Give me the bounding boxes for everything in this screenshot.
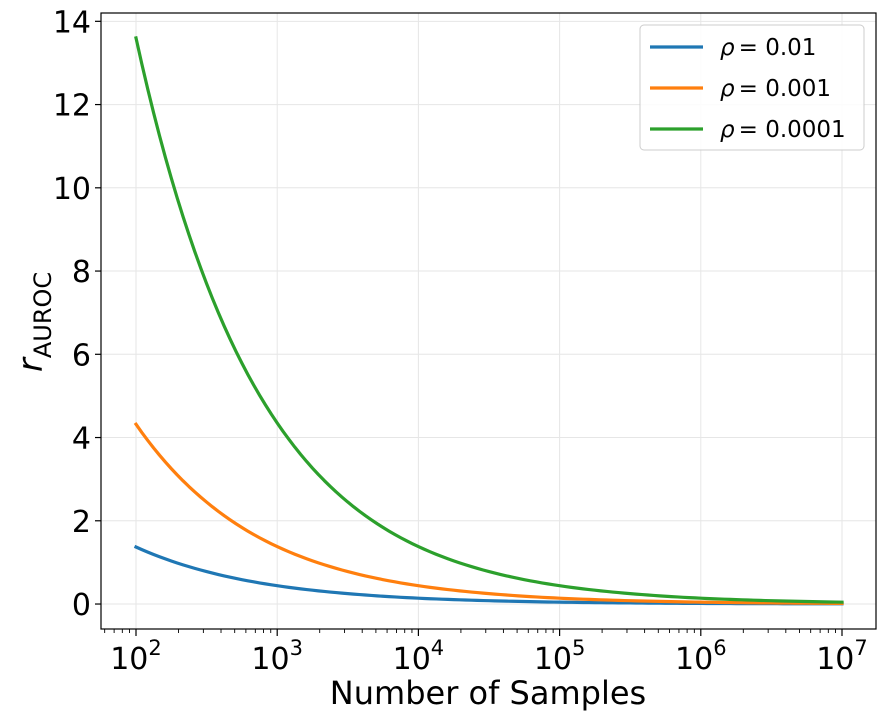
plot-frame — [100, 12, 877, 630]
legend-label-2: ρ = 0.001 — [720, 76, 831, 102]
legend-label-1: ρ = 0.01 — [720, 35, 816, 61]
legend-symbol: ρ — [720, 117, 735, 143]
x-tick-base: 10 — [110, 642, 148, 677]
series-line-3 — [134, 36, 844, 604]
x-tick-exponent: 7 — [854, 636, 867, 660]
x-tick-base: 10 — [534, 642, 572, 677]
y-tick-label: 0 — [72, 588, 91, 623]
x-tick-exponent: 6 — [713, 636, 726, 660]
x-axis-label: Number of Samples — [330, 674, 646, 712]
legend-label-3: ρ = 0.0001 — [720, 117, 846, 143]
y-tick-label: 4 — [72, 422, 91, 457]
series-line-2 — [133, 421, 844, 606]
y-tick-label: 10 — [53, 172, 91, 207]
x-tick-exponent: 3 — [290, 636, 303, 660]
x-tick-label: 105 — [534, 636, 586, 677]
legend-symbol: ρ — [720, 35, 735, 61]
x-tick-label: 104 — [393, 636, 445, 677]
y-tick-label: 2 — [72, 505, 91, 540]
y-ticks: 0 2 4 6 8 10 12 14 — [53, 5, 101, 623]
y-tick-label: 6 — [72, 338, 91, 373]
legend-value: = 0.001 — [739, 76, 831, 102]
y-tick-label: 8 — [72, 255, 91, 290]
y-tick-label: 12 — [53, 89, 91, 124]
x-ticks: 102 103 104 105 106 107 — [110, 629, 868, 677]
x-tick-exponent: 2 — [148, 636, 161, 660]
x-tick-label: 102 — [110, 636, 162, 677]
x-tick-label: 103 — [251, 636, 303, 677]
legend-box — [639, 24, 865, 151]
series-lines — [133, 36, 844, 606]
legend-symbol: ρ — [720, 76, 735, 102]
grid — [101, 13, 876, 629]
legend-value: = 0.01 — [739, 35, 817, 61]
x-tick-base: 10 — [675, 642, 713, 677]
x-tick-label: 107 — [816, 636, 868, 677]
y-axis-label-sub: AUROC — [29, 272, 57, 358]
x-tick-base: 10 — [393, 642, 431, 677]
x-tick-base: 10 — [251, 642, 289, 677]
x-tick-exponent: 5 — [572, 636, 585, 660]
x-tick-exponent: 4 — [431, 636, 444, 660]
x-tick-label: 106 — [675, 636, 727, 677]
y-tick-label: 14 — [53, 5, 91, 40]
y-axis-label-main: r — [11, 356, 51, 372]
y-axis-label: rAUROC — [11, 272, 57, 372]
x-minor-ticks — [104, 629, 836, 633]
legend-value: = 0.0001 — [739, 117, 846, 143]
x-tick-base: 10 — [816, 642, 854, 677]
